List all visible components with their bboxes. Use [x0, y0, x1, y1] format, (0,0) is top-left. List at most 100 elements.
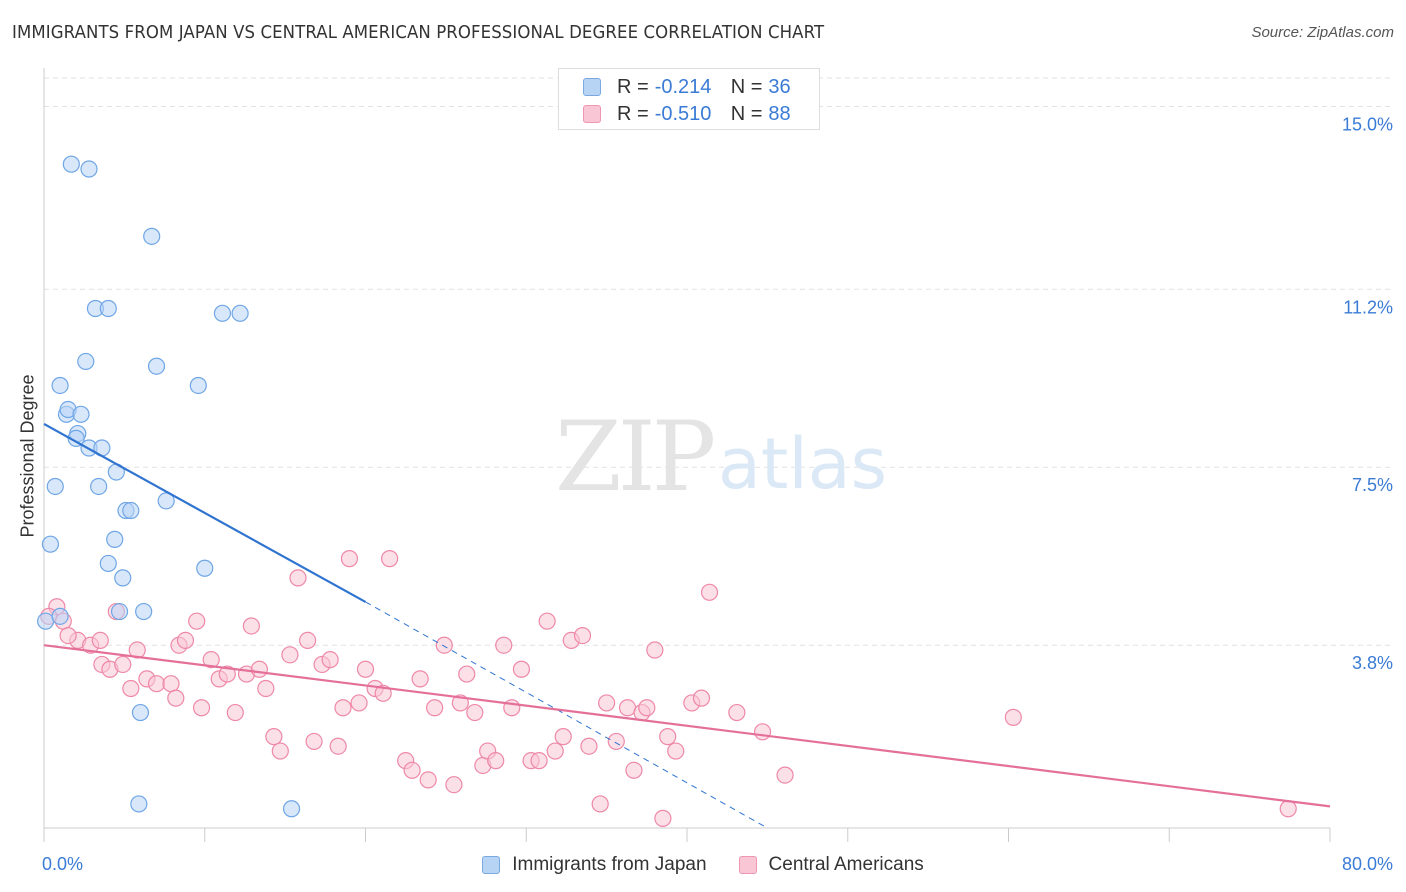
- point-central-american: [530, 752, 548, 770]
- point-japan: [37, 612, 55, 630]
- point-central-american: [299, 631, 317, 650]
- point-japan: [80, 160, 98, 178]
- point-central-american: [334, 699, 352, 717]
- legend-r-label: R =: [617, 75, 649, 98]
- point-central-american: [659, 728, 677, 746]
- point-central-american: [289, 569, 307, 587]
- point-central-american: [403, 761, 421, 779]
- legend-r-value: -0.510: [654, 102, 712, 125]
- legend-row-japan: R = -0.214 N = 36: [583, 75, 791, 99]
- point-central-american: [573, 626, 592, 645]
- point-japan: [90, 477, 108, 496]
- trend-lines: [43, 422, 1331, 829]
- point-japan: [41, 535, 60, 553]
- point-central-american: [128, 641, 146, 659]
- point-japan: [282, 800, 301, 818]
- point-japan: [77, 352, 95, 371]
- legend-n-value: 88: [768, 102, 791, 125]
- point-japan: [99, 299, 117, 318]
- series-legend: Immigrants from Japan Central Americans: [0, 852, 1406, 878]
- legend-r-label: R =: [617, 102, 649, 125]
- legend-n-label: N =: [730, 102, 763, 125]
- point-central-american: [580, 737, 598, 755]
- legend-row-central-americans: R = -0.510 N = 88: [583, 102, 791, 126]
- correlation-legend: R = -0.214 N = 36 R = -0.510 N = 88: [558, 68, 820, 130]
- y-axis-label: Professional Degree: [17, 374, 38, 538]
- point-central-american: [728, 703, 746, 722]
- point-central-american: [591, 795, 609, 813]
- point-central-american: [1004, 708, 1022, 726]
- point-japan: [196, 559, 214, 577]
- point-central-american: [538, 612, 556, 630]
- point-central-american: [218, 665, 236, 683]
- point-japan: [46, 477, 64, 496]
- point-central-american: [607, 732, 625, 751]
- point-japan: [110, 602, 129, 621]
- watermark-zip: ZIP: [555, 401, 714, 513]
- legend-n-label: N =: [730, 75, 763, 98]
- point-central-american: [625, 761, 643, 779]
- point-japan: [157, 492, 175, 510]
- x-tick-labels: 0.0% 80.0%: [42, 854, 1393, 874]
- y-tick-label: 15.0%: [1342, 114, 1393, 134]
- point-central-american: [426, 699, 444, 717]
- point-central-american: [554, 728, 572, 746]
- x-tick-label-min: 0.0%: [42, 854, 83, 874]
- point-central-american: [512, 660, 531, 678]
- point-central-american: [487, 752, 505, 770]
- point-central-american: [226, 703, 244, 722]
- point-japan: [114, 569, 132, 587]
- grid-lines: [44, 77, 1392, 646]
- point-central-american: [59, 626, 77, 645]
- point-central-american: [546, 742, 564, 760]
- point-japan: [62, 155, 80, 173]
- point-central-american: [188, 612, 206, 630]
- point-central-american: [776, 766, 794, 784]
- point-central-american: [122, 679, 140, 698]
- legend-label-japan: Immigrants from Japan: [512, 854, 707, 875]
- point-central-american: [667, 742, 685, 760]
- point-central-american: [329, 737, 347, 755]
- trend-line-central-americans: [43, 644, 1331, 808]
- point-central-american: [692, 689, 711, 707]
- point-central-american: [753, 723, 772, 741]
- point-central-american: [700, 583, 719, 601]
- point-central-american: [654, 809, 672, 827]
- point-central-american: [281, 646, 299, 664]
- point-central-american: [167, 689, 185, 707]
- point-japan: [51, 607, 69, 625]
- x-ticks: [43, 828, 1331, 842]
- point-japan: [147, 357, 166, 375]
- watermark-atlas: atlas: [718, 423, 887, 505]
- point-central-american: [495, 636, 513, 654]
- point-japan: [143, 227, 161, 245]
- point-japan: [213, 304, 232, 322]
- point-central-american: [321, 651, 339, 669]
- series-immigrants-from-japan: [37, 155, 301, 818]
- point-central-american: [340, 550, 359, 568]
- point-central-american: [350, 694, 368, 712]
- point-japan: [122, 501, 140, 520]
- point-central-american: [305, 732, 323, 751]
- legend-item-japan: Immigrants from Japan: [482, 854, 707, 876]
- point-central-american: [162, 675, 180, 693]
- legend-swatch-central-americans: [583, 105, 601, 123]
- y-tick-label: 7.5%: [1352, 475, 1393, 495]
- point-central-american: [192, 699, 211, 717]
- point-central-american: [271, 742, 289, 760]
- point-central-american: [114, 655, 132, 674]
- series-central-americans: [40, 550, 1297, 827]
- point-japan: [51, 376, 69, 395]
- point-central-american: [257, 679, 275, 698]
- source-note: Source: ZipAtlas.com: [1251, 24, 1394, 41]
- point-japan: [99, 554, 117, 573]
- x-tick-label-max: 80.0%: [1342, 854, 1393, 874]
- legend-r-value: -0.214: [654, 75, 712, 98]
- y-tick-label: 3.8%: [1352, 653, 1393, 673]
- y-tick-label: 11.2%: [1343, 297, 1393, 317]
- point-japan: [135, 602, 153, 621]
- point-central-american: [265, 728, 283, 746]
- point-central-american: [1279, 800, 1297, 818]
- point-central-american: [381, 550, 399, 568]
